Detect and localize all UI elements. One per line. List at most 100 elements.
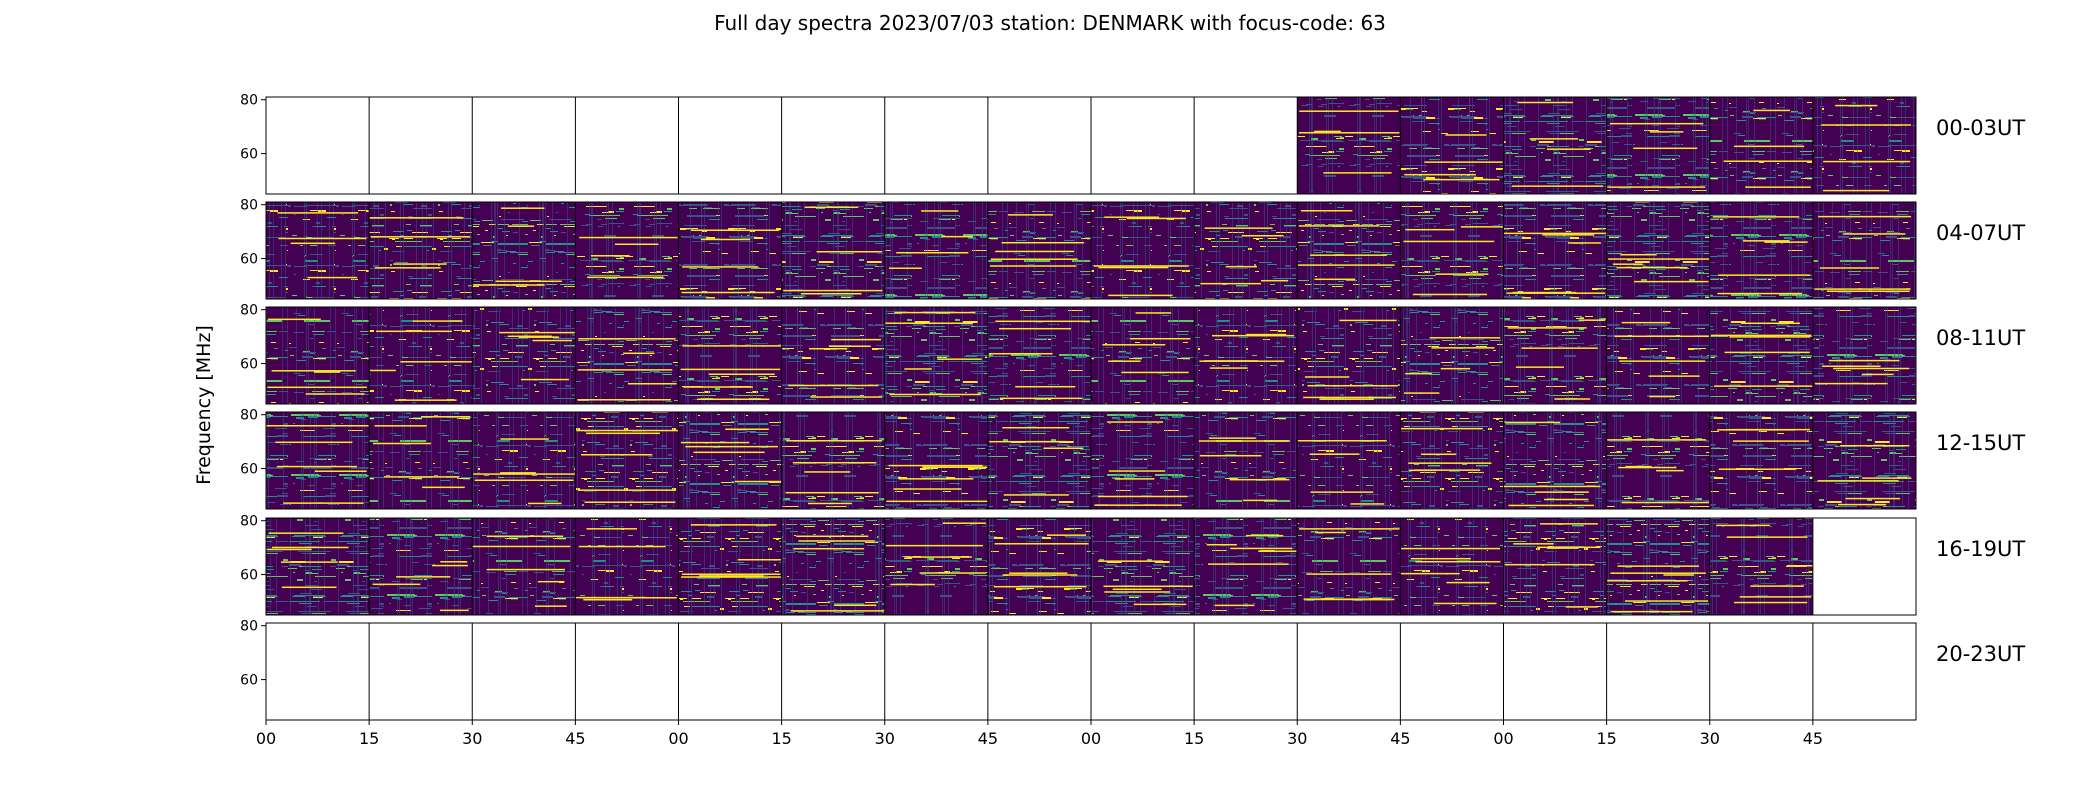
empty-panel — [1194, 623, 1298, 720]
interference-line — [1002, 426, 1070, 429]
empty-panel — [369, 623, 473, 720]
interference-line — [1753, 109, 1791, 112]
interference-line — [1135, 312, 1172, 314]
interference-line — [1400, 572, 1460, 575]
interference-line — [1133, 603, 1187, 606]
interference-line — [798, 540, 875, 542]
interference-line — [1350, 503, 1385, 505]
interference-line — [1405, 228, 1455, 231]
spectrogram-panel — [1606, 97, 1710, 194]
interference-line — [581, 597, 677, 599]
interference-line — [919, 572, 986, 574]
empty-panel — [1091, 97, 1195, 194]
x-tick-label: 00 — [1493, 729, 1513, 748]
interference-line — [1578, 319, 1605, 321]
interference-line — [1339, 319, 1397, 322]
spectrogram-panel — [1297, 412, 1401, 509]
interference-line — [432, 564, 468, 567]
interference-line — [1649, 395, 1676, 398]
interference-line — [518, 336, 560, 338]
interference-line — [999, 397, 1083, 400]
x-tick-label: 45 — [1390, 729, 1410, 748]
interference-line — [1624, 600, 1709, 602]
y-tick-label: 80 — [240, 303, 258, 319]
interference-line — [810, 396, 883, 398]
interference-line — [267, 318, 321, 321]
interference-line — [725, 428, 769, 430]
interference-line — [521, 378, 569, 381]
interference-line — [1554, 398, 1591, 400]
interference-line — [1104, 591, 1171, 593]
interference-line — [1764, 241, 1808, 243]
spectrogram-panel — [1709, 97, 1813, 194]
interference-line — [1826, 290, 1910, 293]
interference-line — [691, 229, 780, 232]
interference-line — [1817, 480, 1899, 482]
interference-line — [995, 320, 1090, 323]
x-tick-label: 30 — [1700, 729, 1720, 748]
interference-line — [305, 393, 365, 395]
spectrogram-panel — [1297, 97, 1401, 194]
interference-line — [1413, 469, 1481, 471]
empty-panel — [678, 623, 782, 720]
spectrogram-panel — [266, 202, 370, 299]
row-time-label: 04-07UT — [1936, 221, 2025, 245]
interference-line — [1718, 468, 1796, 470]
interference-line — [507, 335, 552, 338]
interference-line — [1724, 351, 1810, 354]
interference-line — [1298, 225, 1380, 227]
interference-line — [1403, 240, 1495, 243]
interference-line — [384, 476, 460, 478]
interference-line — [790, 610, 885, 612]
interference-line — [1408, 469, 1438, 472]
spectrogram-panel — [1503, 412, 1607, 509]
interference-line — [474, 479, 574, 482]
spectrogram-panel — [1503, 518, 1607, 615]
empty-panel — [884, 97, 988, 194]
interference-line — [1633, 147, 1698, 150]
interference-line — [1241, 234, 1284, 237]
interference-line — [1304, 376, 1350, 378]
interference-line — [590, 255, 630, 257]
interference-line — [372, 583, 421, 586]
y-tick-label: 60 — [240, 462, 258, 478]
x-tick-label: 15 — [359, 729, 379, 748]
interference-line — [1424, 161, 1503, 163]
interference-line — [937, 358, 982, 360]
spectrogram-panel — [266, 518, 370, 615]
interference-line — [904, 368, 932, 370]
interference-line — [1818, 215, 1912, 218]
interference-line — [1460, 226, 1504, 228]
interference-line — [1126, 217, 1186, 220]
interference-line — [1411, 557, 1471, 560]
interference-line — [1306, 573, 1392, 575]
interference-line — [1503, 232, 1607, 235]
interference-line — [1540, 523, 1598, 525]
spectrogram-panel — [1812, 412, 1916, 509]
interference-line — [1833, 367, 1910, 370]
interference-line — [1838, 503, 1887, 506]
spectrogram-panel — [781, 412, 885, 509]
interference-line — [394, 399, 457, 401]
interference-line — [1716, 524, 1770, 527]
interference-line — [1828, 359, 1900, 362]
interference-line — [1431, 347, 1495, 349]
interference-line — [501, 207, 545, 209]
interference-line — [1607, 580, 1688, 582]
interference-line — [439, 609, 469, 612]
interference-line — [314, 470, 367, 472]
interference-line — [697, 398, 770, 401]
spectrogram-panel — [369, 518, 473, 615]
interference-line — [783, 289, 883, 292]
interference-line — [486, 535, 564, 538]
interference-line — [682, 266, 759, 268]
interference-line — [893, 488, 962, 490]
interference-line — [1745, 186, 1811, 188]
interference-line — [1204, 227, 1273, 229]
row-time-label: 00-03UT — [1936, 116, 2025, 140]
empty-panel — [369, 97, 473, 194]
interference-line — [1739, 596, 1812, 598]
interference-line — [942, 522, 986, 524]
interference-line — [1008, 214, 1053, 216]
interference-line — [472, 545, 571, 548]
